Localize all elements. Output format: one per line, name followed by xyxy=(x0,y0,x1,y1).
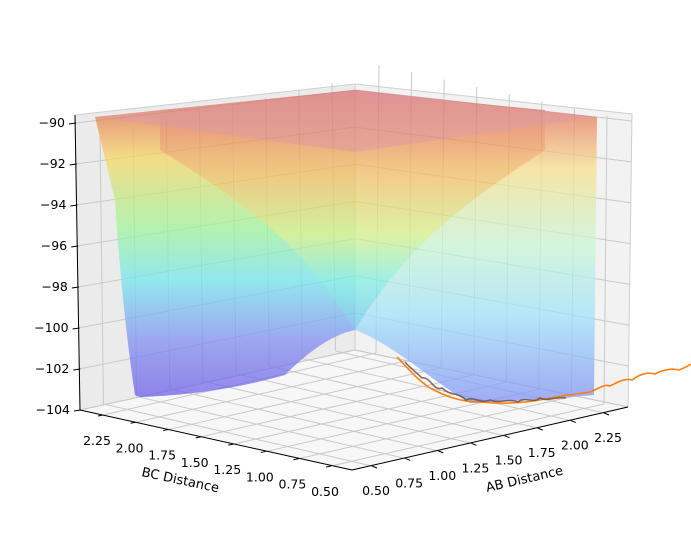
bc-axis-line xyxy=(79,409,353,471)
ab-tick-label: 1.75 xyxy=(528,445,556,460)
ab-tick-label: 1.00 xyxy=(428,468,456,483)
grid-line-ab xyxy=(269,365,538,429)
energy-tick xyxy=(70,204,78,207)
ab-tick-label: 1.25 xyxy=(462,460,490,475)
grid-line-bc xyxy=(298,396,572,460)
energy-tick xyxy=(71,245,79,248)
energy-tick xyxy=(68,122,77,125)
grid-line-bc xyxy=(168,367,442,431)
bc-tick-label: 1.00 xyxy=(246,469,274,484)
ab-tick xyxy=(570,420,577,424)
energy-tick-label: −90 xyxy=(39,115,65,130)
bc-tick xyxy=(163,429,169,432)
bc-tick xyxy=(228,443,234,446)
ab-tick-label: 2.25 xyxy=(594,430,622,445)
ab-axis-title: AB Distance xyxy=(485,464,565,496)
bc-tick-label: 1.25 xyxy=(213,462,241,477)
surface-top-plateau xyxy=(95,90,597,152)
grid-line-bc xyxy=(603,115,608,405)
bc-tick-label: 0.50 xyxy=(311,484,339,499)
bc-tick-label: 2.00 xyxy=(116,440,144,455)
energy-tick-label: −104 xyxy=(36,402,70,417)
energy-axis-ticks: −90 −92 −94 −96 −98 −100 −102 −104 xyxy=(34,115,82,417)
ab-tick xyxy=(371,465,378,469)
ab-tick xyxy=(404,457,411,461)
ab-tick xyxy=(603,412,610,416)
bc-tick xyxy=(130,421,136,424)
trajectory-oscillation xyxy=(404,361,567,403)
bc-tick-label: 1.50 xyxy=(181,455,209,470)
ab-axis-line xyxy=(351,406,629,471)
grid-line-ab xyxy=(136,395,406,459)
energy-tick xyxy=(71,286,79,289)
ab-tick-label: 2.00 xyxy=(561,438,589,453)
bc-axis-title: BC Distance xyxy=(140,465,220,496)
ab-tick xyxy=(537,427,543,431)
ab-axis-ticks: 0.50 0.75 1.00 1.25 1.50 1.75 2.00 2.25 xyxy=(362,412,622,498)
grid-line-bc xyxy=(330,403,605,467)
grid-line-ab xyxy=(235,373,505,437)
potential-energy-surface xyxy=(95,90,597,403)
grid-line-bc xyxy=(200,374,474,438)
energy-tick xyxy=(72,327,80,330)
energy-tick-label: −98 xyxy=(41,279,67,294)
grid-line-ab xyxy=(99,135,104,405)
ab-tick xyxy=(504,435,510,439)
bc-tick xyxy=(260,450,266,453)
bc-tick xyxy=(293,458,299,461)
energy-tick-label: −94 xyxy=(40,197,66,212)
grid-line-ab xyxy=(169,388,439,452)
grid-line-bc xyxy=(135,359,409,423)
grid-line-ab xyxy=(202,380,472,444)
bc-tick xyxy=(325,465,332,468)
ab-tick-label: 0.50 xyxy=(362,483,390,498)
surface-center-ridge xyxy=(160,92,545,330)
trajectory-line xyxy=(396,356,691,405)
energy-tick-label: −92 xyxy=(39,156,65,171)
bc-tick-label: 0.75 xyxy=(279,477,307,492)
ab-tick xyxy=(438,450,444,454)
energy-tick-label: −96 xyxy=(41,238,67,253)
energy-tick xyxy=(73,409,82,412)
bc-tick xyxy=(195,436,201,439)
grid-line-ab xyxy=(302,358,571,422)
ab-tick-label: 1.50 xyxy=(495,453,523,468)
bc-axis-ticks: 0.50 0.75 1.00 1.25 1.50 1.75 2.00 2.25 xyxy=(83,414,339,499)
energy-tick-label: −102 xyxy=(35,361,69,376)
bc-tick-label: 1.75 xyxy=(148,448,176,463)
energy-tick xyxy=(73,368,81,371)
bc-tick xyxy=(97,414,104,417)
energy-tick-label: −100 xyxy=(34,320,68,335)
ab-tick-label: 0.75 xyxy=(395,475,423,490)
grid-line-ab xyxy=(103,403,373,467)
ab-tick xyxy=(471,442,477,446)
bc-tick-label: 2.25 xyxy=(83,433,111,448)
energy-tick xyxy=(69,163,77,166)
